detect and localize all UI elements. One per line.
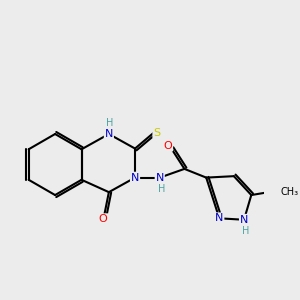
Text: H: H	[242, 226, 249, 236]
Text: S: S	[153, 128, 161, 138]
Text: N: N	[131, 172, 139, 183]
Text: N: N	[240, 215, 248, 225]
Text: O: O	[164, 141, 172, 151]
Text: H: H	[158, 184, 165, 194]
Text: CH₃: CH₃	[281, 187, 299, 197]
Text: N: N	[155, 172, 164, 183]
Text: N: N	[215, 213, 224, 223]
Text: N: N	[105, 129, 113, 139]
Text: H: H	[106, 118, 114, 128]
Text: O: O	[99, 214, 107, 224]
